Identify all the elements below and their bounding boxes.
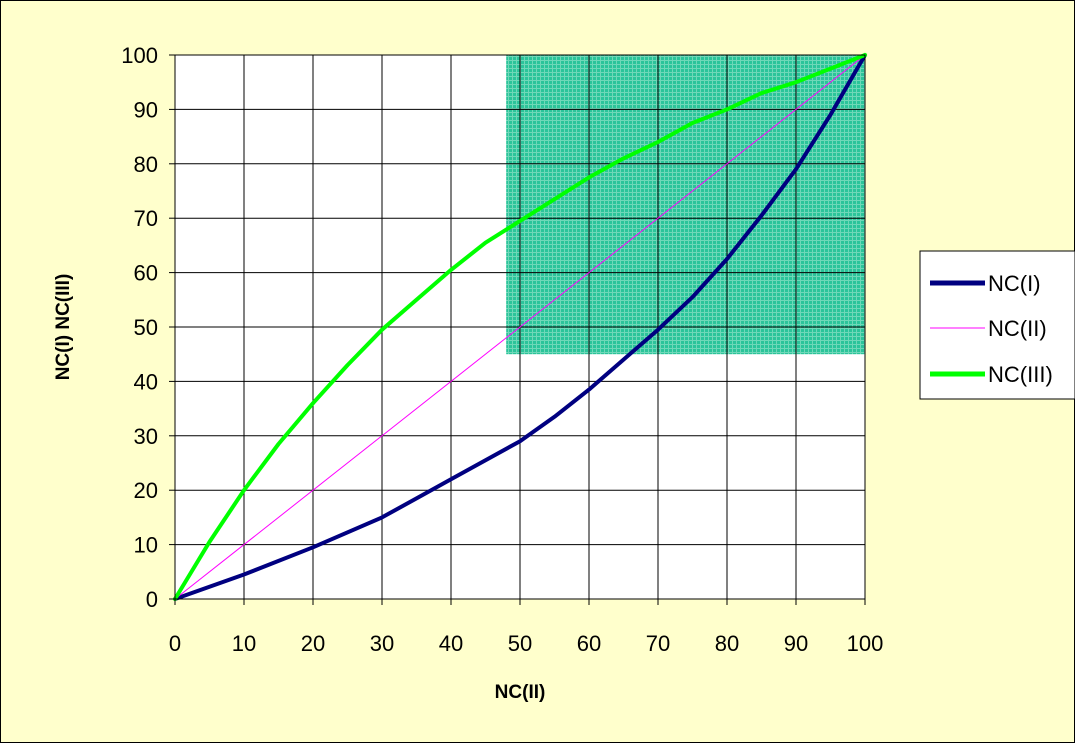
y-axis-title: NC(I) NC(III): [53, 274, 74, 381]
y-tick-label: 40: [134, 369, 158, 394]
legend: NC(I) NC(II) NC(III): [919, 250, 1075, 400]
y-tick-label: 0: [146, 587, 158, 612]
series-line-nc-iii: [173, 53, 867, 601]
y-tick-label: 100: [121, 43, 158, 68]
x-tick-label: 90: [784, 631, 808, 656]
y-tick-label: 50: [134, 315, 158, 340]
y-tick-label: 60: [134, 261, 158, 286]
y-tick-label: 10: [134, 533, 158, 558]
x-tick-label: 0: [169, 631, 181, 656]
series-line-nc-ii: [174, 54, 866, 600]
x-tick-label: 40: [439, 631, 463, 656]
y-tick-label: 70: [134, 206, 158, 231]
x-tick-label: 20: [301, 631, 325, 656]
y-tick-label: 80: [134, 152, 158, 177]
highlight-region: [506, 55, 865, 355]
x-tick-label: 50: [508, 631, 532, 656]
legend-label-nc-iii: NC(III): [988, 362, 1053, 387]
legend-label-nc-ii: NC(II): [988, 316, 1047, 341]
x-tick-label: 80: [715, 631, 739, 656]
x-tick-label: 60: [577, 631, 601, 656]
x-tick-label: 30: [370, 631, 394, 656]
x-axis-title: NC(II): [495, 682, 546, 703]
series-line-nc-i: [173, 53, 867, 601]
y-tick-label: 30: [134, 424, 158, 449]
y-tick-label: 20: [134, 478, 158, 503]
x-tick-label: 70: [646, 631, 670, 656]
x-tick-label: 100: [847, 631, 884, 656]
x-tick-label: 10: [232, 631, 256, 656]
y-tick-label: 90: [134, 97, 158, 122]
legend-label-nc-i: NC(I): [988, 271, 1041, 296]
